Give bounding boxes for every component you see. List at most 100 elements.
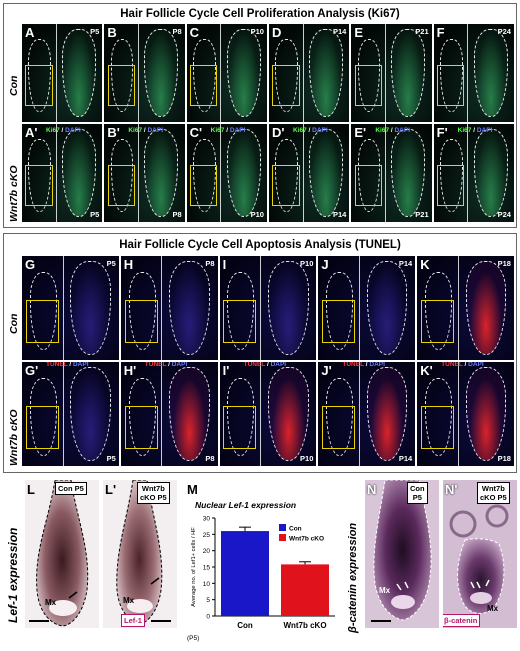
panel-divider	[302, 124, 304, 222]
panel-j-prime-tunel: J' P14 TUNEL / DAPI	[318, 362, 416, 466]
stain-marker: Ki67	[128, 127, 143, 134]
panel-letter: A'	[25, 125, 38, 140]
lef1-bar-chart: M Nuclear Lef-1 expression 0 5 10 15 20 25 30 Ave…	[187, 482, 335, 642]
stain-separator: /	[363, 362, 370, 368]
zoom-region-box	[25, 165, 53, 207]
zoom-region-box	[25, 299, 59, 344]
panel-stage-label: P5	[90, 210, 100, 219]
panel-L2-stain-tag: Lef-1	[121, 614, 145, 627]
panel-letter: H	[123, 257, 134, 272]
zoom-region-box	[189, 165, 218, 207]
follicle-outline-zoom	[391, 128, 426, 218]
panel-divider	[138, 124, 140, 222]
follicle-outline-zoom	[169, 261, 210, 355]
zoom-region-box	[124, 405, 158, 450]
panel-L2-lef1-cko: L' Wnt7b cKO P5 Mx Lef-1	[103, 480, 177, 628]
panel-N-image	[373, 480, 432, 621]
panel-stage-label: P10	[300, 259, 314, 268]
stain-dapi: DAPI	[476, 127, 493, 134]
panel-N2-stain-tag: β-catenin	[443, 614, 481, 627]
panel-divider	[138, 24, 140, 122]
panel-N-scale-bar	[371, 620, 391, 622]
panel-k-prime-tunel: K' P18 TUNEL / DAPI	[417, 362, 514, 466]
stain-marker: TUNEL	[46, 362, 68, 368]
panel-g-prime-tunel: G' P5 TUNEL / DAPI	[22, 362, 119, 466]
panel-divider	[161, 362, 163, 466]
panel-stage-label: P8	[205, 454, 215, 463]
panel-d-ki67: D P14	[269, 24, 350, 122]
panel-divider	[55, 24, 57, 122]
panel-L-lef1-con: L Con P5 Mx	[25, 480, 99, 628]
panel-N2-bcatenin-cko: N' Wnt7b cKO P5 Mx β-catenin	[443, 480, 517, 628]
panel-stage-label: P24	[497, 210, 511, 219]
follicle-outline	[110, 138, 134, 213]
follicle-outline-zoom	[391, 28, 426, 118]
panel-stain-legend: Ki67 / DAPI	[458, 127, 493, 134]
tunel-section: Hair Follicle Cycle Cell Apoptosis Analy…	[3, 233, 517, 473]
panel-stain-legend: TUNEL / DAPI	[441, 362, 484, 368]
panel-stage-label: P5	[106, 259, 116, 268]
panel-stage-label: P8	[205, 259, 215, 268]
follicle-outline	[128, 377, 156, 456]
panel-divider	[385, 24, 387, 122]
panel-e-ki67: E P21	[351, 24, 432, 122]
follicle-outline-zoom	[226, 128, 261, 218]
stain-marker: Ki67	[293, 127, 307, 134]
panel-divider	[62, 256, 64, 360]
panel-letter: E	[354, 25, 363, 40]
follicle-outline-zoom	[465, 261, 507, 355]
panel-L2-condition-tag: Wnt7b cKO P5	[137, 482, 170, 504]
panel-divider	[457, 256, 459, 360]
y-tick-label: 10	[203, 581, 211, 588]
x-note-label: (P5)	[187, 635, 199, 642]
follicle-outline	[29, 377, 57, 456]
y-tick-label: 5	[206, 597, 210, 604]
panel-L-image	[36, 480, 89, 627]
panel-N-bcatenin-con: N Con P5 Mx	[365, 480, 439, 628]
follicle-outline-zoom	[62, 128, 96, 218]
y-tick-label: 30	[203, 516, 211, 523]
panel-letter: E'	[354, 125, 367, 140]
y-tick-label: 0	[206, 614, 210, 621]
panel-k-tunel: K P18	[417, 256, 514, 360]
stain-marker: TUNEL	[144, 362, 167, 368]
bottom-section: Lef-1 expression L Con P5 Mx	[3, 478, 517, 648]
panel-stage-label: P14	[332, 27, 347, 36]
panel-stage-label: P18	[497, 259, 511, 268]
stain-marker: Ki67	[210, 127, 225, 134]
panel-N-letter: N	[367, 482, 377, 497]
panel-h-prime-tunel: H' P8 TUNEL / DAPI	[120, 362, 218, 466]
panel-c-prime-ki67: C' P10 Ki67 / DAPI	[186, 124, 267, 222]
stain-dapi: DAPI	[147, 127, 164, 134]
panel-letter: G	[25, 257, 36, 272]
stain-separator: /	[265, 362, 271, 368]
panel-stage-label: P21	[415, 210, 429, 219]
panel-stage-label: P24	[497, 27, 511, 36]
panel-stage-label: P10	[250, 27, 264, 36]
panel-j-tunel: J P14	[318, 256, 416, 360]
follicle-outline	[424, 271, 453, 350]
y-tick-label: 20	[203, 548, 211, 555]
panel-L2-scale-bar	[151, 620, 171, 622]
panel-stage-label: P5	[90, 27, 100, 36]
panel-divider	[161, 256, 163, 360]
zoom-region-box	[421, 405, 454, 450]
panel-stage-label: P10	[250, 210, 264, 219]
tunel-section-title: Hair Follicle Cycle Cell Apoptosis Analy…	[119, 239, 401, 251]
follicle-outline-zoom	[366, 367, 408, 461]
panel-divider	[260, 362, 262, 466]
panel-N2-letter: N'	[445, 482, 458, 497]
panel-L-letter: L	[27, 482, 35, 497]
stain-dapi: DAPI	[394, 127, 411, 134]
zoom-region-box	[124, 299, 158, 344]
panel-h-tunel: H P8	[120, 256, 218, 360]
follicle-outline	[326, 271, 354, 350]
panel-letter: K'	[420, 363, 433, 378]
panel-divider	[467, 24, 469, 122]
panel-N2-tag-line1: Wnt7b	[481, 484, 505, 493]
panel-divider	[62, 362, 64, 466]
follicle-outline	[326, 377, 354, 456]
follicle-outline-zoom	[465, 367, 507, 461]
stain-separator: /	[166, 362, 172, 368]
panel-M-chart: M Nuclear Lef-1 expression 0 5 10 15 20 25 30 Ave…	[181, 478, 343, 646]
